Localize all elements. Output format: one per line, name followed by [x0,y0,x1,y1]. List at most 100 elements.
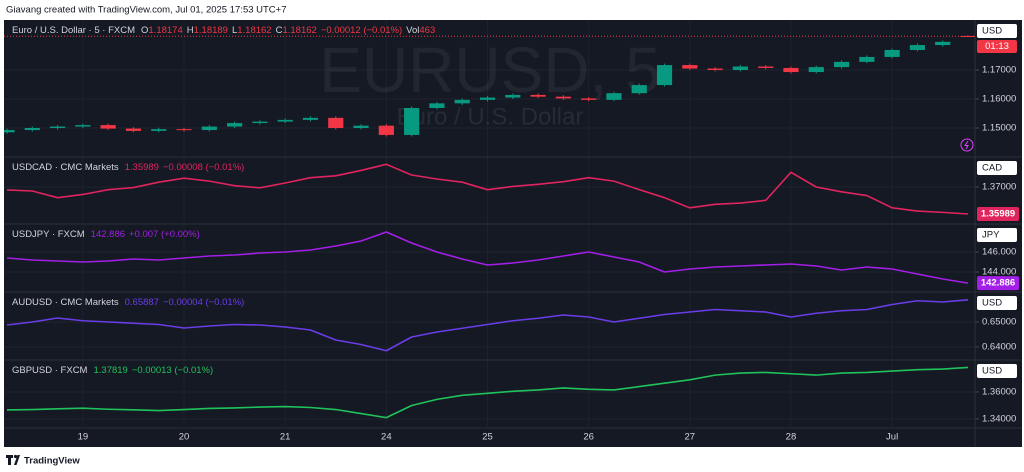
candle-body [49,126,66,128]
y-tick-label: 1.34000 [982,413,1016,424]
candle-body [201,126,217,131]
watermark: EURUSD, 5 [319,34,660,106]
candle-body [884,49,900,57]
candle-body [328,117,344,128]
y-tick-label: 146.000 [982,247,1016,258]
legend-name: AUDUSD · CMC Markets [12,297,119,308]
candle-body [909,45,926,50]
chart-area [4,20,1022,447]
candle-body [530,94,546,97]
candle-body [378,125,394,135]
candle-body [859,56,875,62]
last-price-text: 1.35989 [981,209,1015,220]
tv-logo [6,454,20,465]
y-tick-label: 1.17000 [982,65,1016,76]
legend: USDCAD · CMC Markets 1.35989 −0.00008 (−0.… [12,162,244,173]
currency-text: JPY [982,230,1000,241]
candle-body [682,65,698,69]
watermark-subtitle: Euro / U.S. Dollar [397,103,584,130]
legend-change: +0.007 (+0.00%) [129,229,200,240]
currency-tag [977,161,1017,175]
candle-body [252,121,268,124]
last-price-tag [977,276,1019,291]
plot [6,163,969,215]
candle-body [656,65,673,86]
candle-body [353,125,369,128]
candle-body [75,125,91,127]
legend-value: 1.18174 [148,25,182,36]
y-tick-label: 1.36000 [982,386,1016,397]
legend-volume-label: Vol [406,25,419,36]
series-line [6,163,969,215]
legend-value: 0.65887 [125,297,159,308]
legend-value: 1.37819 [93,365,127,376]
candle-body [151,129,167,131]
x-tick-label: 21 [280,432,291,443]
candle-body [4,130,15,133]
x-tick-label: 28 [786,432,797,443]
candle-body [24,127,40,131]
legend-prefix: O [141,25,148,36]
candle-body [581,98,597,100]
candle-body [125,128,142,131]
legend-value: 1.35989 [125,162,159,173]
x-tick-label: 25 [482,432,493,443]
candle-body [454,99,470,104]
legend-prefix: L [232,25,237,36]
legend: USDJPY · FXCM 142.886 +0.007 (+0.00%) [12,229,200,240]
legend-value: 1.18162 [282,25,316,36]
plot [6,299,969,352]
candle-body [707,68,723,70]
y-tick-label: 0.65000 [982,317,1016,328]
candle-body [935,41,951,46]
legend-name: USDJPY · FXCM [12,229,85,240]
legend: AUDUSD · CMC Markets 0.65887 −0.00004 (−0.… [12,297,244,308]
plot [6,231,969,284]
legend-change: −0.00013 (−0.01%) [132,365,213,376]
x-tick-label: 26 [583,432,594,443]
candle-body [100,125,116,129]
currency-text: USD [982,366,1002,377]
candle-body [176,129,192,131]
legend-prefix: H [187,25,194,36]
currency-text: USD [982,298,1002,309]
y-tick-label: 1.37000 [982,182,1016,193]
footer-brand: TradingView [24,456,80,467]
plot [6,366,969,419]
legend-change: −0.00004 (−0.01%) [163,297,244,308]
candle-body [833,61,850,68]
countdown-text: 01:13 [985,41,1009,52]
last-price-text: 142.886 [981,278,1015,289]
x-tick-label: Jul [886,432,898,443]
candle-body [758,66,774,68]
x-tick-label: 27 [685,432,696,443]
candle-body [783,67,799,73]
candle-body [732,66,748,70]
y-tick-label: 0.64000 [982,342,1016,353]
legend-value: 1.18189 [194,25,228,36]
candle-body [631,85,647,94]
legend-volume: 463 [419,25,435,36]
legend: Euro / U.S. Dollar · 5 · FXCM O1.18174 H1.… [12,25,435,36]
x-tick-label: 19 [78,432,89,443]
candle-body [277,119,293,122]
y-tick-label: 144.000 [982,267,1016,278]
currency-text: CAD [982,163,1002,174]
legend-name: USDCAD · CMC Markets [12,162,119,173]
legend-change: −0.00008 (−0.01%) [163,162,244,173]
candle-body [404,107,420,135]
legend: GBPUSD · FXCM 1.37819 −0.00013 (−0.01%) [12,365,213,376]
header-text: Giavang created with TradingView.com, Ju… [6,5,287,16]
candle-body [555,96,571,99]
candle-body [479,97,496,100]
candle-body [808,67,824,73]
currency-tag [977,364,1017,378]
legend-name: Euro / U.S. Dollar · 5 · FXCM [12,25,135,36]
y-tick-label: 1.15000 [982,123,1016,134]
currency-tag [977,296,1017,310]
replay-icon [960,138,974,152]
y-tick-label: 1.16000 [982,94,1016,105]
candle-body [302,117,319,120]
candle-body [227,123,243,127]
